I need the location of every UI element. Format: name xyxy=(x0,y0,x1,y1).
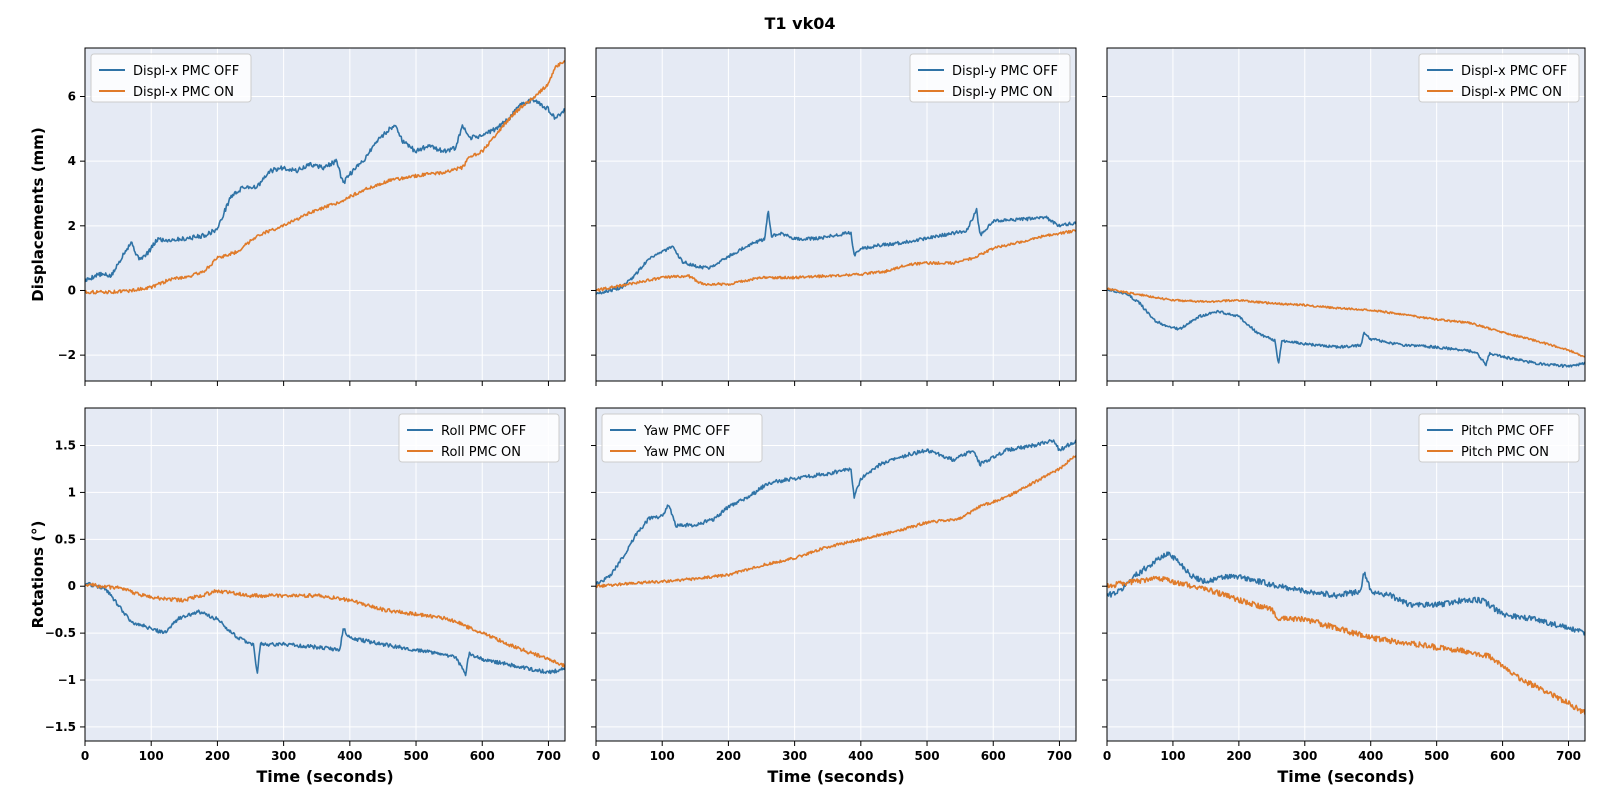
panel-6: 0 100 200 300 400 500 600 700 Time (seconds) Pitc… xyxy=(1102,407,1586,786)
legend-box xyxy=(1418,413,1580,463)
x-tick-label: 300 xyxy=(782,749,807,763)
y-axis-label: Rotations (°) xyxy=(29,521,47,629)
legend-label: Displ-x PMC OFF xyxy=(133,64,239,79)
legend-box xyxy=(909,53,1071,103)
x-tick-label: 600 xyxy=(981,749,1006,763)
series-line-pmc-off xyxy=(596,439,1076,586)
plot-frame xyxy=(84,407,566,742)
legend-label: Pitch PMC ON xyxy=(1461,445,1549,460)
series-line-pmc-off xyxy=(1107,288,1585,368)
legend-label: Displ-x PMC ON xyxy=(133,85,234,100)
x-tick-label: 100 xyxy=(650,749,675,763)
x-tick-label: 600 xyxy=(1490,749,1515,763)
y-tick-label: 0 xyxy=(68,579,76,593)
series-line-pmc-off xyxy=(85,581,565,677)
y-tick-label: 1.5 xyxy=(55,439,76,453)
series-line-pmc-off xyxy=(596,207,1076,295)
y-tick-label: 0.5 xyxy=(55,532,76,546)
x-axis-label: Time (seconds) xyxy=(256,767,393,786)
plot-frame xyxy=(595,47,1077,382)
legend-label: Displ-y PMC ON xyxy=(952,85,1053,100)
legend-label: Displ-x PMC OFF xyxy=(1461,64,1567,79)
panel-4: 0 100 200 300 400 500 600 700 −1.5 −1 −0.5 0 0.5 1 1.5… xyxy=(29,407,566,786)
series-line-pmc-on xyxy=(596,229,1076,292)
legend: Displ-y PMC OFF Displ-y PMC ON xyxy=(909,53,1071,103)
series-line-pmc-off xyxy=(85,97,565,283)
y-tick-label: −1 xyxy=(58,673,76,687)
plot-frame xyxy=(84,47,566,382)
legend-label: Yaw PMC ON xyxy=(643,445,725,460)
plot-area xyxy=(596,48,1076,381)
y-tick-label: 4 xyxy=(68,154,76,168)
y-tick-label: −1.5 xyxy=(45,720,76,734)
y-tick-label: 2 xyxy=(68,219,76,233)
y-tick-label: 6 xyxy=(68,89,76,103)
legend-box xyxy=(1418,53,1580,103)
series-line-pmc-on xyxy=(85,582,565,668)
plot-frame xyxy=(595,407,1077,742)
legend: Roll PMC OFF Roll PMC ON xyxy=(398,413,560,463)
x-tick-label: 0 xyxy=(592,749,600,763)
y-tick-label: 0 xyxy=(68,283,76,297)
x-tick-label: 100 xyxy=(1160,749,1185,763)
x-tick-label: 600 xyxy=(470,749,495,763)
x-tick-label: 0 xyxy=(81,749,89,763)
legend: Pitch PMC OFF Pitch PMC ON xyxy=(1418,413,1580,463)
legend: Yaw PMC OFF Yaw PMC ON xyxy=(601,413,763,463)
legend-box xyxy=(601,413,763,463)
x-tick-label: 300 xyxy=(271,749,296,763)
y-tick-label: −0.5 xyxy=(45,626,76,640)
x-tick-label: 400 xyxy=(337,749,362,763)
series-line-pmc-on xyxy=(1107,287,1585,358)
plot-area xyxy=(596,408,1076,741)
x-tick-label: 400 xyxy=(1358,749,1383,763)
x-tick-label: 400 xyxy=(848,749,873,763)
x-tick-label: 300 xyxy=(1292,749,1317,763)
x-tick-label: 0 xyxy=(1103,749,1111,763)
panel-2: Displ-y PMC OFF Displ-y PMC ON xyxy=(591,47,1077,386)
x-axis-label: Time (seconds) xyxy=(767,767,904,786)
panel-5: 0 100 200 300 400 500 600 700 Time (seconds) Yaw … xyxy=(591,407,1077,786)
series-line-pmc-on xyxy=(1107,575,1585,715)
legend-label: Roll PMC ON xyxy=(441,445,521,460)
series-line-pmc-on xyxy=(85,60,565,295)
plot-frame xyxy=(1106,407,1586,742)
plot-frame xyxy=(1106,47,1586,382)
x-tick-label: 100 xyxy=(139,749,164,763)
legend-box xyxy=(398,413,560,463)
x-tick-label: 200 xyxy=(716,749,741,763)
x-tick-label: 500 xyxy=(915,749,940,763)
plot-area xyxy=(1107,408,1585,741)
y-tick-label: 1 xyxy=(68,485,76,499)
x-tick-label: 200 xyxy=(205,749,230,763)
legend-label: Displ-y PMC OFF xyxy=(952,64,1058,79)
legend-label: Roll PMC OFF xyxy=(441,424,526,439)
legend-label: Pitch PMC OFF xyxy=(1461,424,1554,439)
plot-area xyxy=(85,48,565,381)
x-tick-label: 700 xyxy=(1047,749,1072,763)
x-tick-label: 500 xyxy=(1424,749,1449,763)
legend-box xyxy=(90,53,252,103)
y-tick-label: −2 xyxy=(58,348,76,362)
panel-3: Displ-x PMC OFF Displ-x PMC ON xyxy=(1102,47,1586,386)
x-tick-label: 200 xyxy=(1226,749,1251,763)
x-tick-label: 700 xyxy=(536,749,561,763)
x-axis-label: Time (seconds) xyxy=(1277,767,1414,786)
legend: Displ-x PMC OFF Displ-x PMC ON xyxy=(1418,53,1580,103)
series-line-pmc-on xyxy=(596,455,1076,589)
legend: Displ-x PMC OFF Displ-x PMC ON xyxy=(90,53,252,103)
x-tick-label: 500 xyxy=(404,749,429,763)
figure-title: T1 vk04 xyxy=(765,14,836,33)
x-tick-label: 700 xyxy=(1556,749,1581,763)
plot-area xyxy=(85,408,565,741)
legend-label: Displ-x PMC ON xyxy=(1461,85,1562,100)
y-axis-label: Displacements (mm) xyxy=(29,127,47,301)
legend-label: Yaw PMC OFF xyxy=(643,424,730,439)
series-line-pmc-off xyxy=(1107,551,1585,636)
